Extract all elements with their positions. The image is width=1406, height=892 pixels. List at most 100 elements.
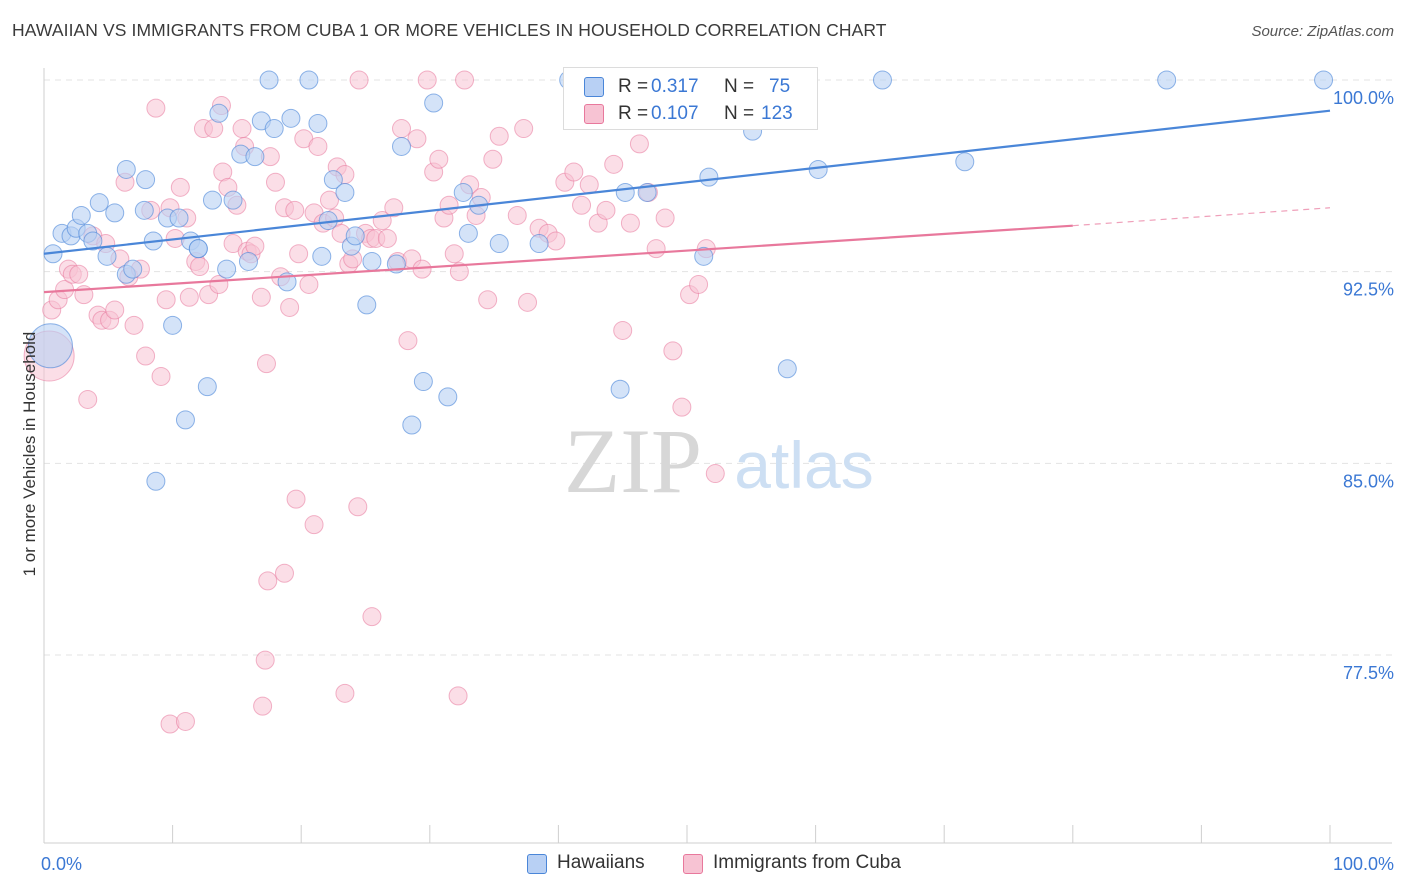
cuba-point	[274, 563, 294, 583]
hawaiian-point	[264, 119, 284, 139]
hawaiian-point	[259, 70, 279, 90]
hawaiians-swatch	[584, 77, 604, 97]
x-tick-label-min: 0.0%	[41, 854, 82, 874]
cuba-point	[265, 172, 285, 192]
r-label: R =	[618, 103, 649, 124]
source-label: Source: ZipAtlas.com	[1251, 23, 1394, 40]
hawaiian-point	[134, 200, 154, 220]
cuba-point	[136, 346, 156, 366]
cuba-point	[286, 489, 306, 509]
cuba-point	[105, 300, 125, 320]
hawaiian-point	[89, 193, 109, 213]
legend-label: Hawaiians	[557, 852, 645, 873]
cuba-point	[613, 320, 633, 340]
hawaiian-point	[1314, 70, 1334, 90]
cuba-point	[398, 331, 418, 351]
hawaiian-point	[146, 471, 166, 491]
hawaiian-point	[71, 205, 91, 225]
cuba-point	[705, 464, 725, 484]
cuba-point	[170, 177, 190, 197]
cuba-point	[572, 195, 592, 215]
cuba-point	[448, 686, 468, 706]
hawaiian-point	[1157, 70, 1177, 90]
hawaiian-point	[424, 93, 444, 113]
hawaiian-point	[529, 234, 549, 254]
cuba-point	[449, 262, 469, 282]
hawaiian-point	[777, 359, 797, 379]
hawaiian-point	[116, 159, 136, 179]
n-label: N =	[724, 76, 755, 97]
n-value: 123	[761, 103, 793, 124]
cuba-point	[304, 515, 324, 535]
hawaiian-point	[197, 377, 217, 397]
cuba-point	[255, 650, 275, 670]
cuba-point	[190, 257, 210, 277]
chart-title: HAWAIIAN VS IMMIGRANTS FROM CUBA 1 OR MO…	[12, 20, 887, 40]
cuba-point	[564, 162, 584, 182]
cuba-point	[308, 136, 328, 156]
hawaiians-swatch	[527, 854, 547, 874]
cuba-point	[253, 696, 273, 716]
cuba-point	[124, 315, 144, 335]
hawaiian-point	[694, 246, 714, 266]
axes	[43, 68, 1392, 844]
hawaiian-point	[413, 372, 433, 392]
y-tick-label: 92.5%	[1343, 280, 1394, 300]
hawaiian-point	[169, 208, 189, 228]
hawaiian-trend-line	[43, 109, 1331, 255]
hawaiian-point	[175, 410, 195, 430]
n-label: N =	[724, 103, 755, 124]
cuba-point	[514, 119, 534, 139]
cuba-point	[478, 290, 498, 310]
cuba-point	[646, 239, 666, 259]
hawaiian-point	[312, 246, 332, 266]
cuba-point	[349, 70, 369, 90]
cuba-point	[285, 200, 305, 220]
hawaiian-point	[123, 259, 143, 279]
hawaiian-point	[438, 387, 458, 407]
hawaiian-point	[209, 103, 229, 123]
cuba-point	[596, 200, 616, 220]
cuba-point	[489, 126, 509, 146]
cuba-point	[546, 231, 566, 251]
hawaiian-point	[223, 190, 243, 210]
cuba-trend-line	[43, 224, 1073, 294]
y-axis-title: 1 or more Vehicles in Household	[20, 332, 39, 577]
hawaiian-point	[27, 323, 73, 369]
cuba-point	[384, 198, 404, 218]
grid-lines	[44, 79, 1392, 656]
cuba-point	[655, 208, 675, 228]
cuba-point	[151, 366, 171, 386]
cuba-point	[604, 154, 624, 174]
hawaiian-point	[335, 182, 355, 202]
y-tick-labels: 77.5% 85.0% 92.5% 100.0%	[1333, 88, 1394, 683]
cuba-point	[407, 129, 427, 149]
cuba-point	[507, 205, 527, 225]
cuba-point	[319, 190, 339, 210]
watermark-zip: ZIP	[564, 410, 702, 512]
cuba-point	[439, 195, 459, 215]
r-label: R =	[618, 76, 649, 97]
cuba-point	[663, 341, 683, 361]
hawaiian-point	[458, 223, 478, 243]
cuba-point	[299, 274, 319, 294]
cuba-point	[444, 244, 464, 264]
hawaiian-point	[245, 147, 265, 167]
cuba-point	[258, 571, 278, 591]
n-value: 75	[769, 76, 791, 97]
cuba-point	[280, 297, 300, 317]
x-tick-label-max: 100.0%	[1333, 854, 1394, 874]
legend-label: Immigrants from Cuba	[713, 852, 901, 873]
hawaiian-point	[323, 170, 343, 190]
cuba-point	[518, 292, 538, 312]
hawaiian-point	[808, 159, 828, 179]
series-legend: Hawaiians Immigrants from Cuba	[0, 852, 1406, 878]
hawaiian-point	[188, 239, 208, 259]
cuba-point	[146, 98, 166, 118]
hawaiian-point	[392, 136, 412, 156]
cuba-point	[620, 213, 640, 233]
hawaiian-point	[402, 415, 422, 435]
cuba-swatch	[683, 854, 703, 874]
y-tick-label: 77.5%	[1343, 663, 1394, 683]
